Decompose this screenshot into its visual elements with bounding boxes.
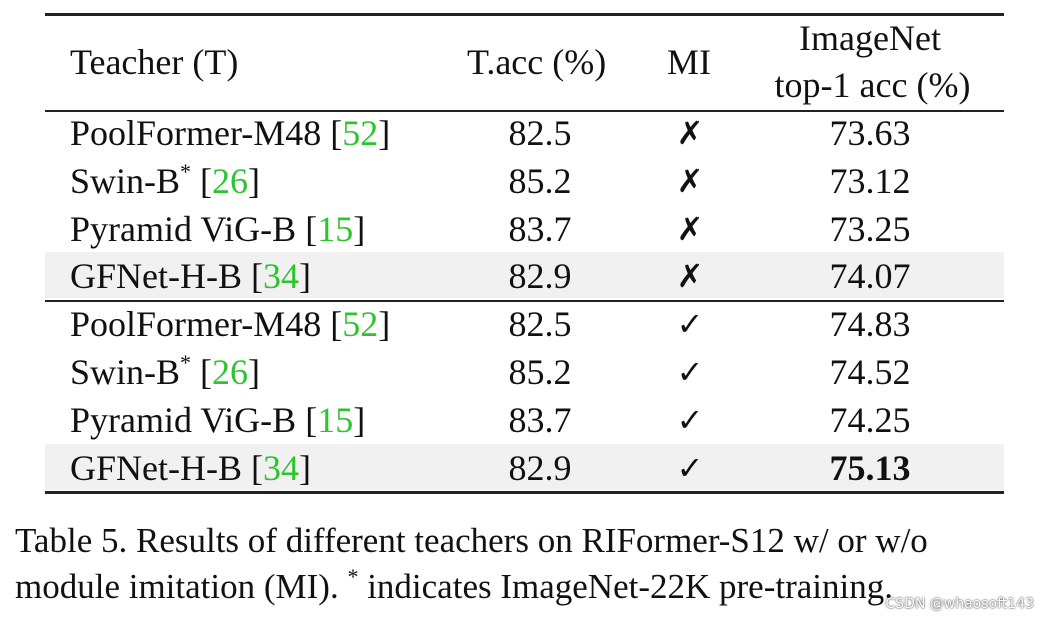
header-mi: MI [667,42,711,82]
cross-icon: ✗ [676,114,704,152]
teacher-cell: GFNet-H-B [34] [70,448,311,488]
table-caption: Table 5. Results of different teachers o… [15,518,1040,610]
citation-link[interactable]: 52 [342,304,379,344]
teacher-cell: Pyramid ViG-B [15] [70,400,366,440]
citation-link[interactable]: 34 [262,448,299,488]
top1-acc-cell: 74.52 [829,352,911,392]
watermark: CSDN @whaosoft143 [885,596,1034,612]
tacc-cell: 82.5 [508,304,572,344]
top1-acc-cell: 74.83 [829,304,911,344]
tacc-cell: 82.5 [508,113,572,153]
table-top-rule [45,13,1004,16]
teacher-name: Swin-B [70,161,181,201]
row-highlight [45,444,1004,490]
teacher-cell: Swin-B* [26] [70,159,261,202]
teacher-cell: PoolFormer-M48 [52] [70,113,391,153]
top1-acc-cell: 74.25 [829,400,911,440]
pretrain-asterisk: * [180,159,192,184]
cross-icon: ✗ [676,257,704,295]
citation-link[interactable]: 15 [317,400,354,440]
check-icon: ✓ [676,401,704,439]
teacher-cell: Swin-B* [26] [70,350,261,393]
top1-acc-cell: 74.07 [829,256,911,296]
header-teacher: Teacher (T) [70,42,239,82]
teacher-name: PoolFormer-M48 [70,304,322,344]
tacc-cell: 85.2 [508,161,572,201]
citation-link[interactable]: 26 [212,161,249,201]
top1-acc-cell: 75.13 [829,448,911,488]
teacher-name: GFNet-H-B [70,448,242,488]
table-bottom-rule [45,491,1004,494]
caption-line-2: module imitation (MI). * indicates Image… [15,564,1040,610]
teacher-cell: Pyramid ViG-B [15] [70,209,366,249]
teacher-name: Pyramid ViG-B [70,400,297,440]
tacc-cell: 82.9 [508,448,572,488]
row-highlight [45,252,1004,298]
teacher-cell: GFNet-H-B [34] [70,256,311,296]
top1-acc-cell: 73.63 [829,113,911,153]
caption-line-2a: module imitation (MI). [15,567,339,606]
cross-icon: ✗ [676,210,704,248]
pretrain-asterisk: * [180,350,192,375]
check-icon: ✓ [676,449,704,487]
teacher-cell: PoolFormer-M48 [52] [70,304,391,344]
group-rule [45,300,1004,302]
teacher-name: PoolFormer-M48 [70,113,322,153]
header-rule [45,110,1004,112]
tacc-cell: 82.9 [508,256,572,296]
tacc-cell: 85.2 [508,352,572,392]
top1-acc-cell: 73.25 [829,209,911,249]
caption-line-1: Table 5. Results of different teachers o… [15,521,928,560]
teacher-name: Pyramid ViG-B [70,209,297,249]
header-tacc: T.acc (%) [467,42,607,82]
top1-acc-cell: 73.12 [829,161,911,201]
citation-link[interactable]: 26 [212,352,249,392]
teacher-name: GFNet-H-B [70,256,242,296]
citation-link[interactable]: 15 [317,209,354,249]
tacc-cell: 83.7 [508,400,572,440]
cross-icon: ✗ [676,162,704,200]
check-icon: ✓ [676,353,704,391]
tacc-cell: 83.7 [508,209,572,249]
citation-link[interactable]: 52 [342,113,379,153]
caption-asterisk: * [347,564,359,589]
header-imagenet: ImageNet [799,18,941,58]
caption-line-2b: indicates ImageNet-22K pre-training. [367,567,893,606]
citation-link[interactable]: 34 [262,256,299,296]
teacher-name: Swin-B [70,352,181,392]
header-top1: top-1 acc (%) [774,65,971,105]
check-icon: ✓ [676,305,704,343]
